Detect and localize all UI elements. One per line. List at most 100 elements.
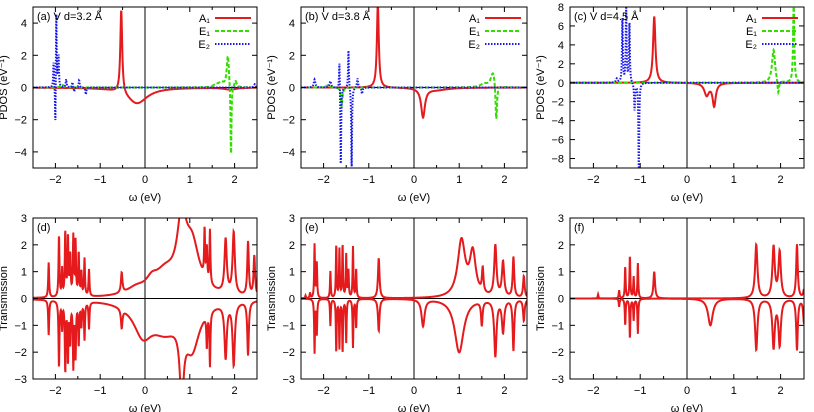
x-tick-label: 0 — [684, 385, 690, 397]
y-tick-label: −3 — [551, 374, 564, 386]
y-tick-label: 0 — [289, 83, 295, 95]
y-tick-label: 0 — [558, 294, 564, 306]
panel-4: −2 −1 0 1 2 −3 −2 −1 0 1 2 3 ω (eV) Transmission (e) — [266, 213, 528, 412]
series-line-0 — [301, 236, 527, 300]
y-tick-label: 8 — [558, 2, 564, 14]
series-line-2 — [570, 7, 804, 168]
x-tick-label: −2 — [587, 174, 600, 186]
legend-label: E₂ — [745, 39, 757, 51]
y-axis-label: PDOS (eV⁻¹) — [0, 55, 10, 119]
x-tick-label: 1 — [731, 385, 737, 397]
y-tick-label: 2 — [558, 240, 564, 252]
y-tick-label: 2 — [21, 240, 27, 252]
y-axis-label: Transmission — [0, 266, 10, 331]
y-tick-label: 1 — [289, 267, 295, 279]
y-tick-label: −4 — [282, 147, 295, 159]
legend-label: E₂ — [468, 39, 480, 51]
y-tick-label: 2 — [289, 50, 295, 62]
y-tick-label: −2 — [551, 97, 564, 109]
y-tick-label: −2 — [282, 115, 295, 127]
panel-0: −2 −1 0 1 2 −4 −2 0 2 4 ω (eV) PDOS (eV⁻¹) (a) V d=3… — [0, 6, 258, 204]
y-tick-label: 3 — [21, 213, 27, 225]
y-axis-label: PDOS (eV⁻¹) — [266, 55, 278, 119]
y-tick-label: 0 — [289, 294, 295, 306]
x-tick-label: 0 — [411, 385, 417, 397]
y-tick-label: −6 — [551, 135, 564, 147]
y-tick-label: −8 — [551, 154, 564, 166]
legend-label: A₁ — [746, 13, 757, 25]
x-tick-label: −1 — [363, 174, 376, 186]
panel-5: −2 −1 0 1 2 −3 −2 −1 0 1 2 3 ω (eV) Transmission (f) — [535, 213, 805, 412]
panel-1: −2 −1 0 1 2 −4 −2 0 2 4 ω (eV) PDOS (eV⁻¹) (b) V d=3… — [266, 6, 528, 204]
y-tick-label: 4 — [21, 18, 27, 30]
series-line-1 — [301, 297, 527, 358]
x-tick-label: −1 — [94, 385, 107, 397]
panel-label: (c) V d=4.5 Å — [574, 10, 639, 23]
x-axis-label: ω (eV) — [398, 192, 430, 204]
x-tick-label: 2 — [232, 174, 238, 186]
panel-label: (f) — [574, 222, 584, 234]
y-axis-label: Transmission — [535, 266, 547, 331]
panel-label: (b) V d=3.8 Å — [305, 10, 371, 23]
series-line-0 — [301, 7, 527, 120]
x-tick-label: 2 — [501, 385, 507, 397]
panel-3: −2 −1 0 1 2 −3 −2 −1 0 1 2 3 ω (eV) Transmission (d) — [0, 213, 258, 412]
x-tick-label: 2 — [232, 385, 238, 397]
legend-label: E₁ — [199, 26, 210, 38]
y-tick-label: −3 — [282, 374, 295, 386]
y-tick-label: −2 — [551, 347, 564, 359]
y-tick-label: 4 — [289, 18, 295, 30]
y-tick-label: −1 — [14, 320, 27, 332]
x-tick-label: 2 — [501, 174, 507, 186]
y-tick-label: 0 — [558, 78, 564, 90]
series-line-2 — [33, 14, 257, 121]
x-tick-label: 0 — [142, 385, 148, 397]
y-tick-label: 0 — [21, 83, 27, 95]
panel-label: (d) — [37, 222, 50, 234]
x-tick-label: −2 — [317, 385, 330, 397]
x-tick-label: 0 — [411, 174, 417, 186]
x-axis-label: ω (eV) — [671, 403, 703, 412]
y-tick-label: −2 — [14, 115, 27, 127]
x-tick-label: 1 — [456, 385, 462, 397]
x-tick-label: 0 — [684, 174, 690, 186]
y-tick-label: 3 — [289, 213, 295, 225]
y-tick-label: −4 — [14, 147, 27, 159]
series-line-2 — [301, 50, 527, 167]
x-tick-label: −1 — [634, 174, 647, 186]
y-axis-label: PDOS (eV⁻¹) — [535, 55, 547, 119]
y-tick-label: 2 — [21, 50, 27, 62]
x-tick-label: 2 — [778, 174, 784, 186]
y-tick-label: 3 — [558, 213, 564, 225]
x-tick-label: 1 — [731, 174, 737, 186]
legend-label: E₁ — [746, 26, 757, 38]
y-tick-label: −4 — [551, 116, 564, 128]
x-tick-label: −1 — [363, 385, 376, 397]
x-axis-label: ω (eV) — [398, 403, 430, 412]
y-tick-label: −1 — [551, 320, 564, 332]
series-line-0 — [33, 218, 257, 299]
x-tick-label: 0 — [142, 174, 148, 186]
series-line-1 — [33, 55, 257, 154]
y-tick-label: 2 — [558, 59, 564, 71]
x-axis-label: ω (eV) — [129, 192, 161, 204]
y-tick-label: 2 — [289, 240, 295, 252]
x-axis-label: ω (eV) — [129, 403, 161, 412]
x-tick-label: 2 — [778, 385, 784, 397]
x-tick-label: −1 — [94, 174, 107, 186]
y-tick-label: 1 — [21, 267, 27, 279]
y-tick-label: −2 — [282, 347, 295, 359]
y-axis-label: Transmission — [266, 266, 278, 331]
y-tick-label: 0 — [21, 294, 27, 306]
x-tick-label: −1 — [634, 385, 647, 397]
panel-2: −2 −1 0 1 2 −8 −6 −4 −2 0 2 4 6 8 ω (eV) PDOS (eV⁻¹) (c)… — [535, 2, 805, 204]
legend-label: A₁ — [469, 13, 480, 25]
x-tick-label: 1 — [187, 385, 193, 397]
panel-label: (e) — [305, 222, 318, 234]
y-tick-label: −3 — [14, 374, 27, 386]
x-tick-label: −2 — [317, 174, 330, 186]
